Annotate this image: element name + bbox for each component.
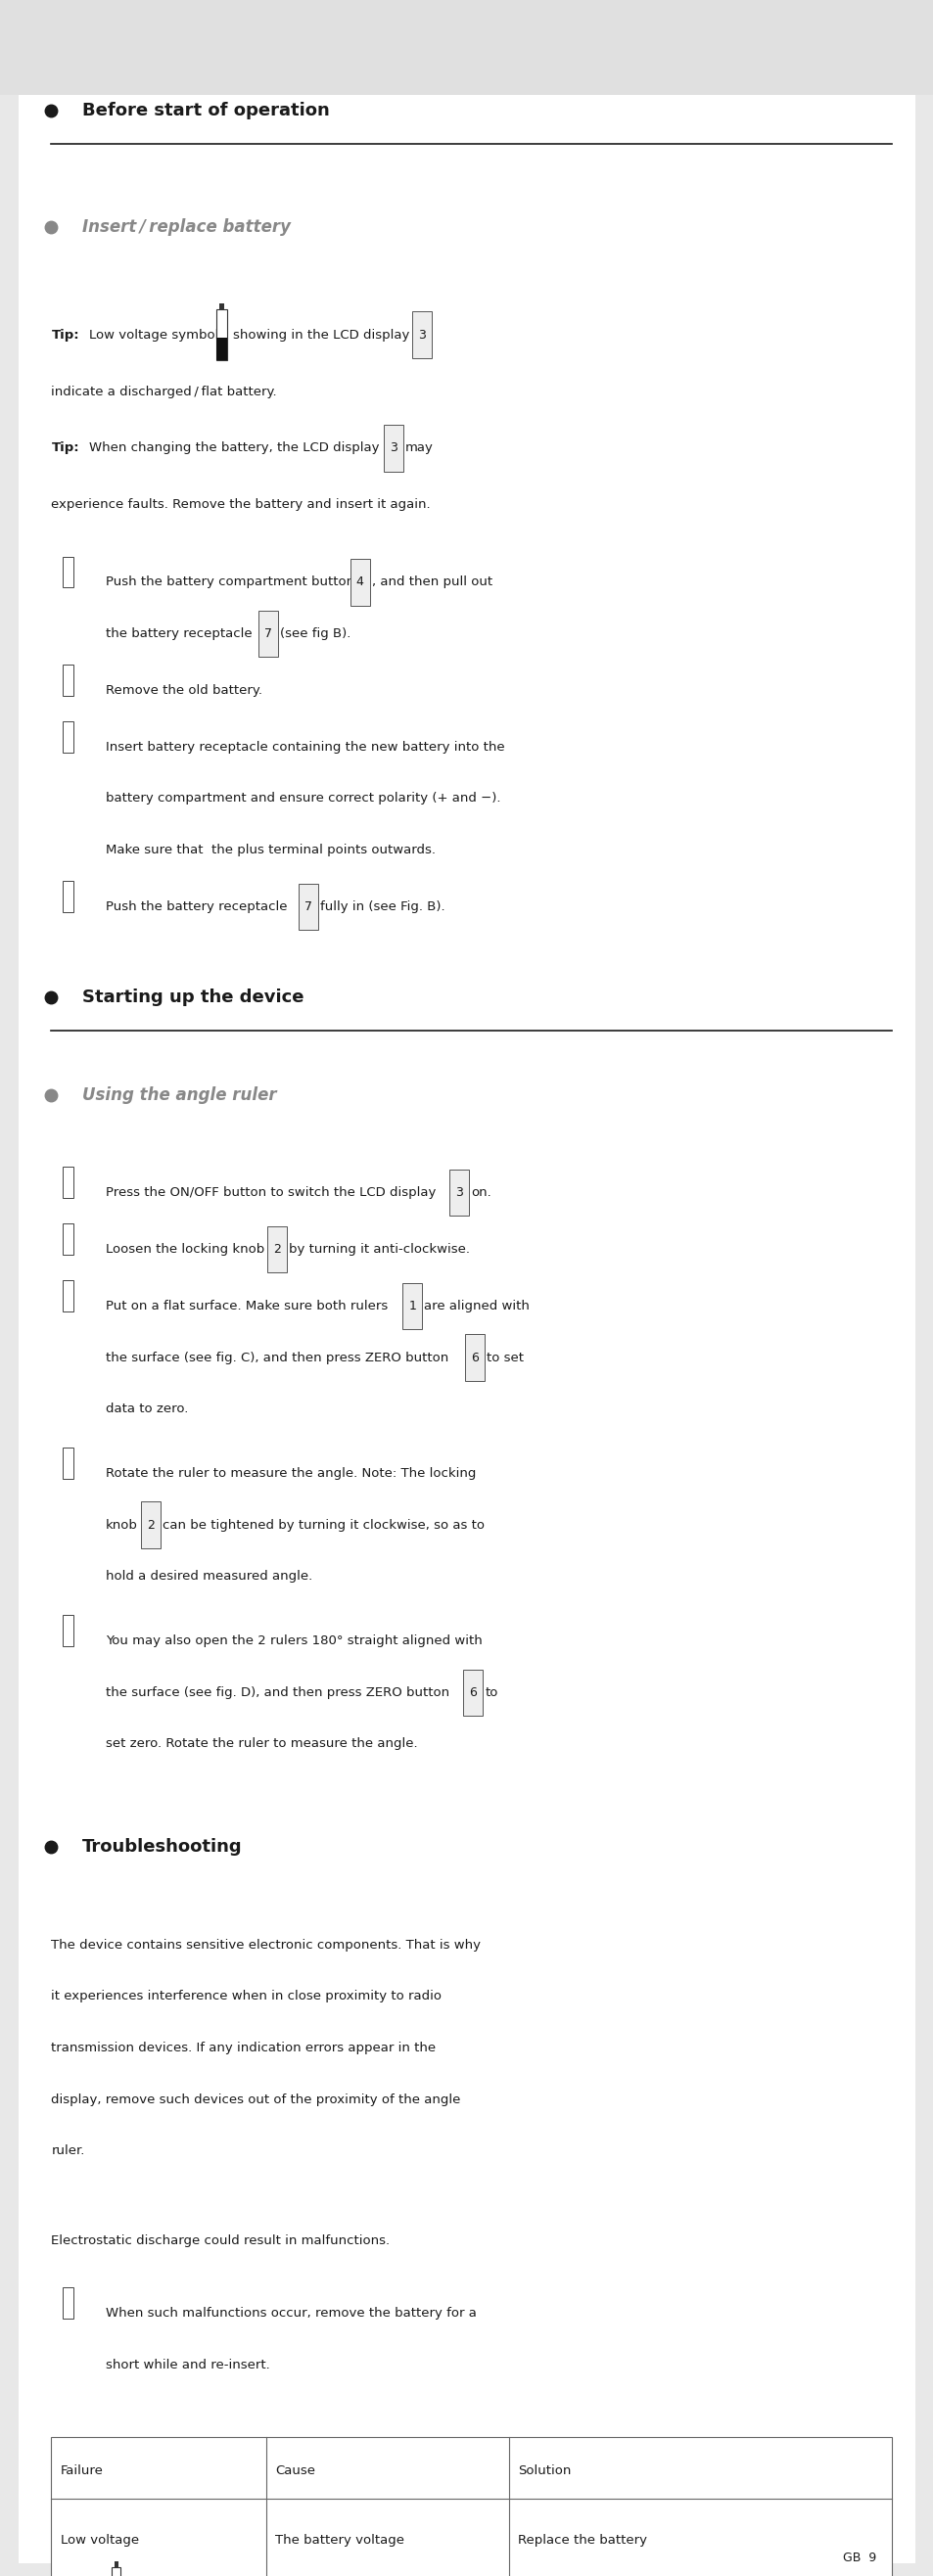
Text: to: to [484,1687,497,1698]
Text: The device contains sensitive electronic components. That is why: The device contains sensitive electronic… [51,1940,480,1950]
Text: 7: 7 [264,629,272,639]
Text: Push the battery compartment button: Push the battery compartment button [105,577,354,587]
Text: GB  9: GB 9 [842,2553,875,2563]
Text: , and then pull out: , and then pull out [371,577,492,587]
Bar [141,1502,160,1548]
Text: showing in the LCD display: showing in the LCD display [232,330,409,340]
Text: 6: 6 [468,1687,477,1698]
Text: knob: knob [105,1520,137,1530]
Text: Troubleshooting: Troubleshooting [82,1839,243,1855]
Text: fully in (see Fig. B).: fully in (see Fig. B). [320,902,445,912]
Bar [63,721,74,752]
Text: 1: 1 [408,1301,416,1311]
Text: are aligned with: are aligned with [424,1301,529,1311]
Bar [411,312,431,358]
Text: battery compartment and ensure correct polarity (+ and −).: battery compartment and ensure correct p… [105,793,500,804]
Text: to set: to set [486,1352,523,1363]
Text: Remove the old battery.: Remove the old battery. [105,685,262,696]
Text: Solution: Solution [518,2465,571,2476]
Bar [463,1669,482,1716]
Text: on.: on. [470,1188,491,1198]
Text: Starting up the device: Starting up the device [82,989,303,1005]
Text: When such malfunctions occur, remove the battery for a: When such malfunctions occur, remove the… [105,2308,476,2318]
Text: Make sure that  the plus terminal points outwards.: Make sure that the plus terminal points … [105,845,435,855]
Text: it experiences interference when in close proximity to radio: it experiences interference when in clos… [51,1991,441,2002]
Text: (see fig B).: (see fig B). [280,629,351,639]
Bar [216,309,227,361]
Text: Insert battery receptacle containing the new battery into the: Insert battery receptacle containing the… [105,742,504,752]
Bar [350,559,369,605]
Text: 4: 4 [355,577,364,587]
Text: Tip:: Tip: [51,443,79,453]
Text: the battery receptacle: the battery receptacle [105,629,252,639]
Bar [63,1280,74,1311]
Bar [216,337,227,361]
Text: 3: 3 [417,330,425,340]
Bar [219,304,224,309]
Bar [63,1167,74,1198]
Text: Loosen the locking knob: Loosen the locking knob [105,1244,264,1255]
Text: hold a desired measured angle.: hold a desired measured angle. [105,1571,312,1582]
Text: transmission devices. If any indication errors appear in the: transmission devices. If any indication … [51,2043,436,2053]
Text: When changing the battery, the LCD display: When changing the battery, the LCD displ… [89,443,379,453]
Text: Rotate the ruler to measure the angle. Note: The locking: Rotate the ruler to measure the angle. N… [105,1468,476,1479]
Text: short while and re-insert.: short while and re-insert. [105,2360,270,2370]
Text: the surface (see fig. C), and then press ZERO button: the surface (see fig. C), and then press… [105,1352,448,1363]
Text: Put on a flat surface. Make sure both rulers: Put on a flat surface. Make sure both ru… [105,1301,387,1311]
Bar [258,611,278,657]
Bar [267,1226,286,1273]
Text: Press the ON/OFF button to switch the LCD display: Press the ON/OFF button to switch the LC… [105,1188,436,1198]
Bar [51,2437,891,2576]
Bar [114,2561,118,2568]
Text: 3: 3 [454,1188,463,1198]
Text: 6: 6 [470,1352,479,1363]
Bar [402,1283,422,1329]
Bar [449,1170,468,1216]
Text: by turning it anti-clockwise.: by turning it anti-clockwise. [288,1244,469,1255]
Bar [383,425,403,471]
Text: 3: 3 [389,443,397,453]
Text: Cause: Cause [275,2465,315,2476]
Text: Push the battery receptacle: Push the battery receptacle [105,902,286,912]
Bar [63,881,74,912]
Bar [63,665,74,696]
Bar [63,1615,74,1646]
Bar [112,2568,120,2576]
Bar [299,884,318,930]
Text: set zero. Rotate the ruler to measure the angle.: set zero. Rotate the ruler to measure th… [105,1739,417,1749]
Text: You may also open the 2 rulers 180° straight aligned with: You may also open the 2 rulers 180° stra… [105,1636,481,1646]
Text: Before start of operation: Before start of operation [82,103,329,118]
Text: 2: 2 [146,1520,155,1530]
Bar [0,0,933,95]
Text: display, remove such devices out of the proximity of the angle: display, remove such devices out of the … [51,2094,461,2105]
Text: the surface (see fig. D), and then press ZERO button: the surface (see fig. D), and then press… [105,1687,449,1698]
Text: indicate a discharged / flat battery.: indicate a discharged / flat battery. [51,386,277,397]
Text: Low voltage: Low voltage [61,2535,139,2545]
Bar [63,1448,74,1479]
Bar [465,1334,484,1381]
Text: Insert / replace battery: Insert / replace battery [82,219,290,234]
Bar [63,2287,74,2318]
Text: Failure: Failure [61,2465,104,2476]
Text: Electrostatic discharge could result in malfunctions.: Electrostatic discharge could result in … [51,2236,390,2246]
Text: ruler.: ruler. [51,2146,85,2156]
Text: can be tightened by turning it clockwise, so as to: can be tightened by turning it clockwise… [162,1520,484,1530]
Text: 2: 2 [272,1244,281,1255]
Text: experience faults. Remove the battery and insert it again.: experience faults. Remove the battery an… [51,500,430,510]
Text: data to zero.: data to zero. [105,1404,188,1414]
Text: Low voltage symbol: Low voltage symbol [89,330,218,340]
Text: Replace the battery: Replace the battery [518,2535,647,2545]
Text: Using the angle ruler: Using the angle ruler [82,1087,276,1103]
Text: The battery voltage: The battery voltage [275,2535,404,2545]
Text: may: may [405,443,433,453]
Bar [63,1224,74,1255]
Bar [63,556,74,587]
Text: Tip:: Tip: [51,330,79,340]
Text: 7: 7 [304,902,313,912]
